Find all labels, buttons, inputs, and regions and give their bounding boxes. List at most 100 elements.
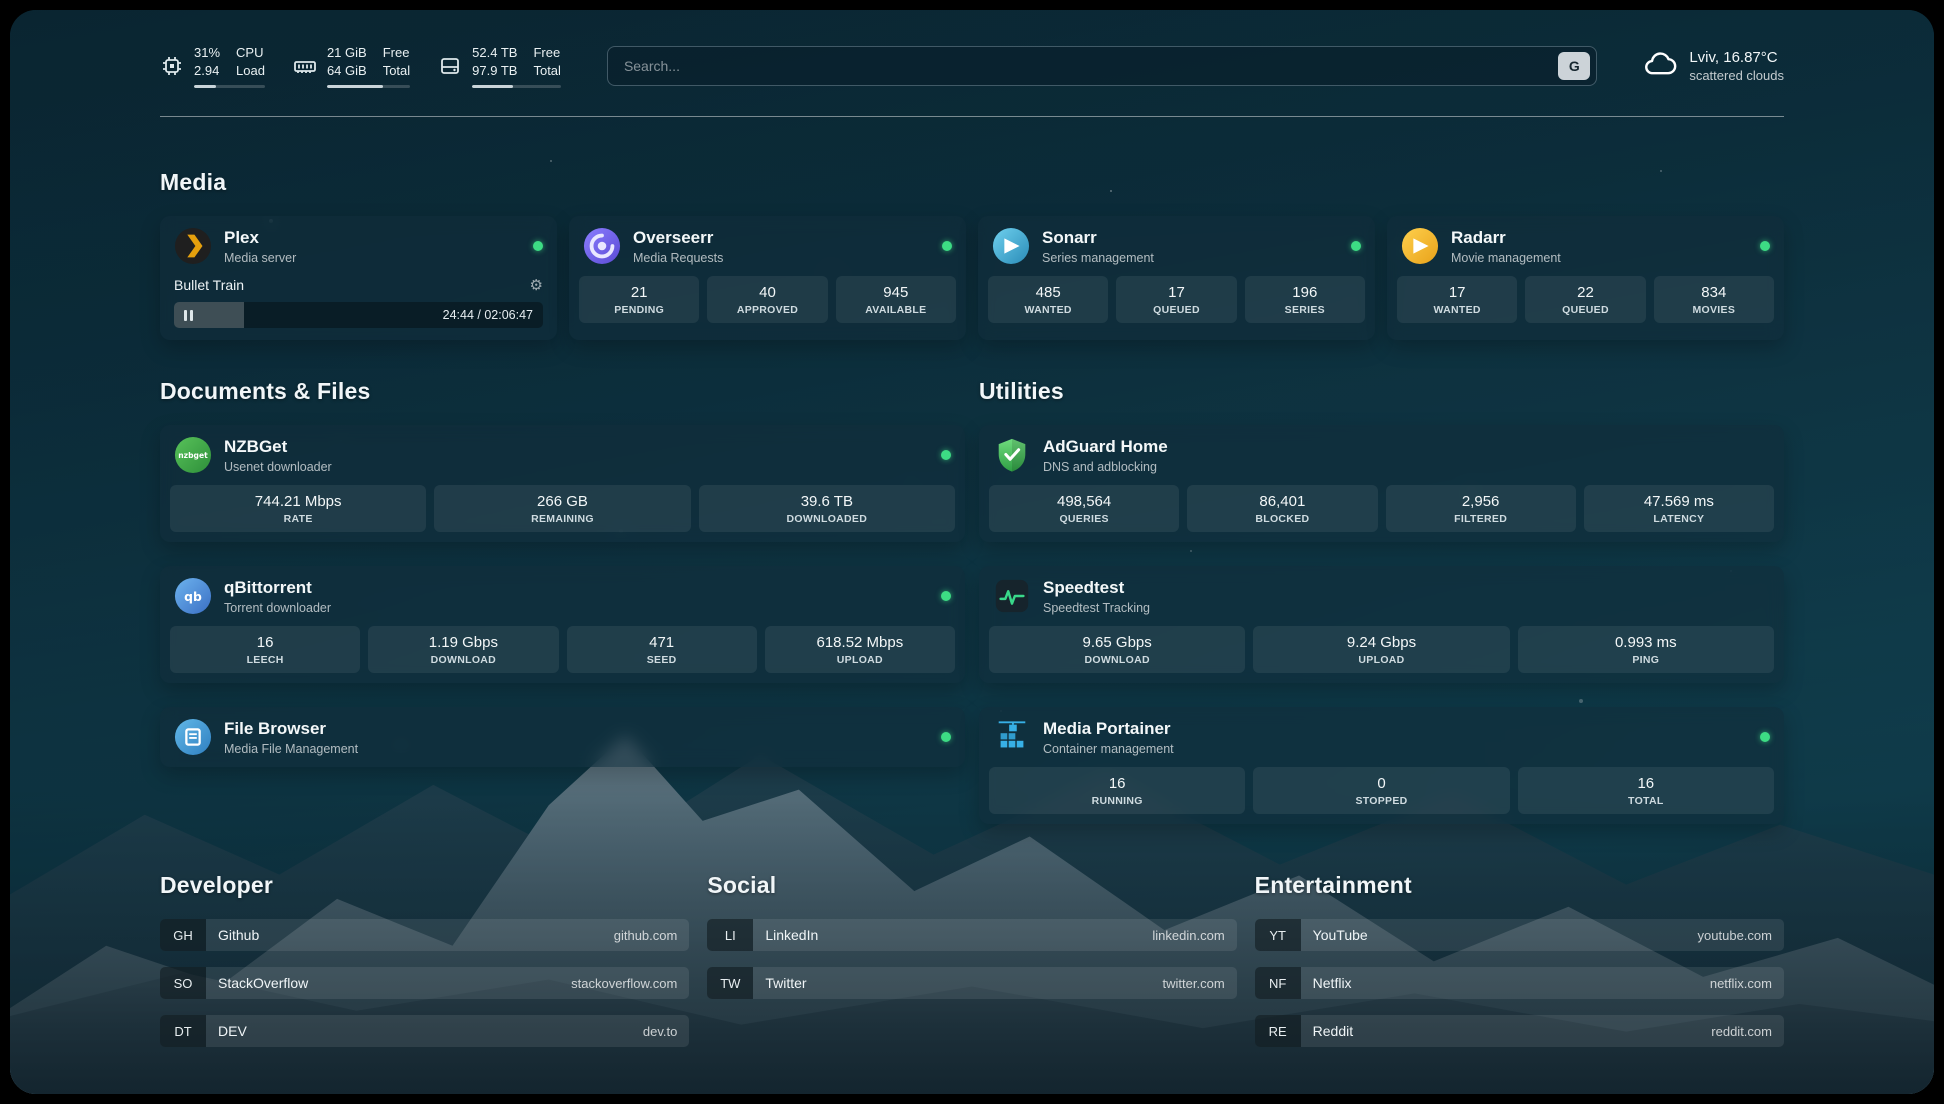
- stat-leech: 16 LEECH: [170, 626, 361, 674]
- card-header: AdGuard Home DNS and adblocking: [979, 425, 1784, 485]
- cpu-load-value: 2.94: [194, 63, 220, 79]
- app-meta: NZBGet Usenet downloader: [224, 437, 332, 473]
- portainer-icon: [993, 718, 1031, 756]
- status-dot: [1760, 241, 1770, 252]
- app-name: Overseerr: [633, 228, 714, 248]
- status-dot: [942, 241, 952, 252]
- app-meta: AdGuard Home DNS and adblocking: [1043, 437, 1168, 473]
- service-card-radarr[interactable]: Radarr Movie management 17 WANTED 22 QUE…: [1387, 216, 1784, 341]
- stat-download: 1.19 Gbps DOWNLOAD: [368, 626, 559, 674]
- bookmark-linkedin[interactable]: LI LinkedIn linkedin.com: [707, 919, 1237, 952]
- disk-total-label: Total: [533, 63, 561, 79]
- bookmark-abbr: YT: [1254, 919, 1301, 952]
- cpu-progress-track: [194, 85, 265, 89]
- app-subtitle: Usenet downloader: [224, 459, 332, 474]
- stat-filtered: 2,956 FILTERED: [1385, 485, 1576, 533]
- status-dot: [941, 732, 951, 743]
- app-meta: Radarr Movie management: [1451, 228, 1561, 264]
- service-card-speedtest[interactable]: Speedtest Speedtest Tracking 9.65 Gbps D…: [979, 566, 1784, 684]
- bookmark-abbr: SO: [160, 967, 206, 1000]
- bookmark-abbr: GH: [160, 919, 206, 952]
- app-meta: qBittorrent Torrent downloader: [224, 578, 331, 614]
- search-provider-button[interactable]: G: [1558, 52, 1591, 81]
- memory-progress-track: [326, 85, 411, 89]
- bookmark-github[interactable]: GH Github github.com: [160, 919, 690, 952]
- bookmark-abbr: LI: [707, 919, 754, 952]
- card-header: Plex Media server: [160, 216, 557, 276]
- plex-player-bar[interactable]: 24:44 / 02:06:47: [174, 302, 543, 329]
- bookmark-name: Twitter: [765, 975, 807, 992]
- stat-ping: 0.993 ms PING: [1517, 626, 1774, 674]
- service-card-nzbget[interactable]: nzbget NZBGet Usenet downloader 744.21 M…: [160, 425, 965, 543]
- bookmarks-section: Developer GH Github github.com SO StackO…: [160, 872, 1784, 1063]
- stat-upload: 9.24 Gbps UPLOAD: [1253, 626, 1510, 674]
- bookmark-url: github.com: [613, 927, 678, 943]
- bookmark-netflix[interactable]: NF Netflix netflix.com: [1254, 967, 1784, 1000]
- bookmark-reddit[interactable]: RE Reddit reddit.com: [1254, 1015, 1784, 1048]
- search-input[interactable]: [621, 57, 1559, 76]
- filebrowser-icon: [174, 718, 212, 756]
- app-name: File Browser: [224, 719, 327, 739]
- app-subtitle: DNS and adblocking: [1043, 459, 1157, 474]
- app-meta: Plex Media server: [224, 228, 296, 264]
- bookmark-group-developer: Developer GH Github github.com SO StackO…: [160, 872, 690, 1063]
- service-card-sonarr[interactable]: Sonarr Series management 485 WANTED 17 Q…: [978, 216, 1375, 341]
- disk-total-value: 97.9 TB: [472, 63, 518, 79]
- bookmark-name: Netflix: [1312, 975, 1352, 992]
- app-meta: Sonarr Series management: [1042, 228, 1154, 264]
- app-subtitle: Series management: [1042, 250, 1154, 265]
- memory-free-value: 21 GiB: [326, 45, 367, 60]
- bookmark-url: twitter.com: [1162, 975, 1225, 991]
- bookmark-stackoverflow[interactable]: SO StackOverflow stackoverflow.com: [160, 967, 690, 1000]
- cpu-widget: 31% 2.94 CPU Load: [160, 44, 265, 89]
- stat-remaining: 266 GB REMAINING: [434, 485, 691, 533]
- bookmark-name: Github: [218, 927, 260, 944]
- section-documents: Documents & Files nzbget: [160, 378, 965, 768]
- teal-overlay: [10, 10, 1934, 1094]
- stat-movies: 834 MOVIES: [1653, 276, 1774, 324]
- app-name: AdGuard Home: [1043, 437, 1168, 457]
- bookmark-youtube[interactable]: YT YouTube youtube.com: [1254, 919, 1784, 952]
- bookmark-name: StackOverflow: [218, 975, 309, 992]
- search-bar[interactable]: G: [606, 46, 1598, 87]
- stat-pending: 21 PENDING: [579, 276, 700, 324]
- bookmark-twitter[interactable]: TW Twitter twitter.com: [707, 967, 1237, 1000]
- bookmark-dev[interactable]: DT DEV dev.to: [160, 1015, 690, 1048]
- app-meta: Speedtest Speedtest Tracking: [1043, 578, 1150, 614]
- stat-queued: 22 QUEUED: [1525, 276, 1646, 324]
- radarr-icon: [1401, 227, 1439, 265]
- memory-total-value: 64 GiB: [326, 63, 367, 79]
- app-subtitle: Media server: [224, 250, 297, 265]
- service-card-overseerr[interactable]: Overseerr Media Requests 21 PENDING 40 A…: [569, 216, 966, 341]
- service-card-adguard[interactable]: AdGuard Home DNS and adblocking 498,564 …: [979, 425, 1784, 543]
- plex-now-playing: Bullet Train 24:44 / 02:06:47: [160, 276, 557, 340]
- status-dot: [941, 450, 951, 461]
- bookmark-url: netflix.com: [1709, 975, 1772, 991]
- gear-icon[interactable]: [530, 276, 543, 294]
- weather-location-temp: Lviv, 16.87°C: [1689, 49, 1778, 67]
- card-header: Radarr Movie management: [1387, 216, 1784, 276]
- stat-running: 16 RUNNING: [989, 767, 1246, 815]
- memory-total-label: Total: [382, 63, 411, 79]
- stat-queued: 17 QUEUED: [1116, 276, 1237, 324]
- overseerr-icon: [583, 227, 621, 265]
- stats-row: 16 LEECH 1.19 Gbps DOWNLOAD 471 SEED 6: [160, 626, 965, 683]
- service-card-filebrowser[interactable]: File Browser Media File Management: [160, 707, 965, 768]
- stats-row: 744.21 Mbps RATE 266 GB REMAINING 39.6 T…: [160, 485, 965, 542]
- cpu-progress-fill: [194, 85, 216, 89]
- service-card-qbittorrent[interactable]: qb qBittorrent Torrent downloader 16 LEE…: [160, 566, 965, 684]
- bookmark-abbr: RE: [1254, 1015, 1301, 1048]
- stat-wanted: 17 WANTED: [1397, 276, 1518, 324]
- service-card-plex[interactable]: Plex Media server Bullet Train: [160, 216, 557, 341]
- section-title-utilities: Utilities: [979, 378, 1064, 405]
- card-header: Sonarr Series management: [978, 216, 1375, 276]
- cpu-percent: 31%: [194, 45, 221, 60]
- svg-text:nzbget: nzbget: [178, 451, 208, 460]
- disk-progress-fill: [472, 85, 513, 89]
- disk-widget: 52.4 TB 97.9 TB Free Total: [438, 44, 561, 89]
- memory-icon: [293, 54, 317, 78]
- pause-icon[interactable]: [184, 309, 193, 321]
- service-card-portainer[interactable]: Media Portainer Container management 16 …: [979, 707, 1784, 825]
- sonarr-icon: [992, 227, 1030, 265]
